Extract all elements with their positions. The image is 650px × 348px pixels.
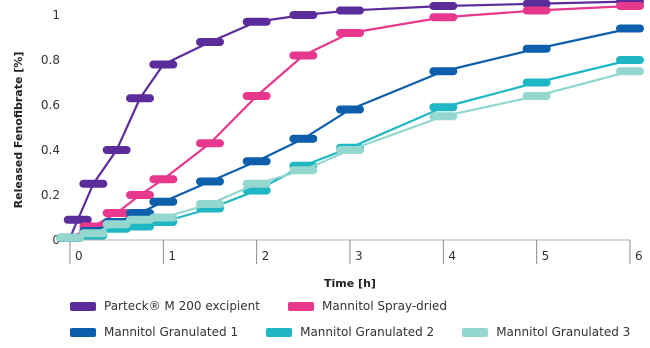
legend-swatch-parteck <box>70 301 96 311</box>
y-tick-label: 0.2 <box>41 188 60 202</box>
legend-label-granulated-2: Mannitol Granulated 2 <box>300 325 435 339</box>
legend-row-2: Mannitol Granulated 1 Mannitol Granulate… <box>0 322 650 342</box>
axes: 0 0.2 0.4 0.6 0.8 1 0 1 2 3 4 5 6 <box>41 8 643 264</box>
legend-swatch-granulated-1 <box>70 327 96 337</box>
x-tick-label: 0 <box>75 249 83 263</box>
legend-label-granulated-1: Mannitol Granulated 1 <box>104 325 239 339</box>
chart: 0 0.2 0.4 0.6 0.8 1 0 1 2 3 4 5 6 Time [h] Released … <box>12 0 644 290</box>
x-axis-title: Time [h] <box>324 277 376 290</box>
legend-label-spray-dried: Mannitol Spray-dried <box>321 299 448 313</box>
legend-swatch-spray-dried <box>287 301 314 311</box>
legend: Parteck® M 200 excipient Mannitol Spray-… <box>0 296 650 348</box>
legend-item-granulated-3: Mannitol Granulated 3 <box>462 325 630 339</box>
series-3 <box>56 24 644 242</box>
y-tick-label: 0 <box>52 233 60 247</box>
x-tick-label: 2 <box>262 249 270 263</box>
series-layer <box>56 0 644 242</box>
legend-row-1: Parteck® M 200 excipient Mannitol Spray-… <box>0 296 650 316</box>
x-tick-label: 6 <box>635 249 643 263</box>
series-2 <box>56 2 644 242</box>
legend-label-granulated-3: Mannitol Granulated 3 <box>496 325 631 339</box>
legend-swatch-granulated-3 <box>462 327 489 337</box>
y-axis-title: Released Fenofibrate [%] <box>12 52 25 209</box>
legend-item-spray-dried: Mannitol Spray-dried <box>287 299 448 313</box>
x-tick-label: 5 <box>542 249 550 263</box>
legend-item-granulated-1: Mannitol Granulated 1 <box>70 325 238 339</box>
legend-swatch-granulated-2 <box>266 327 293 337</box>
x-tick-label: 3 <box>355 249 363 263</box>
series-5 <box>56 67 644 242</box>
x-tick-label: 4 <box>448 249 456 263</box>
legend-item-parteck: Parteck® M 200 excipient <box>70 299 260 313</box>
legend-label-parteck: Parteck® M 200 excipient <box>104 299 260 313</box>
x-tick-label: 1 <box>168 249 176 263</box>
y-tick-label: 0.4 <box>41 143 60 157</box>
y-tick-label: 1 <box>52 8 60 22</box>
y-tick-label: 0.8 <box>41 53 60 67</box>
legend-item-granulated-2: Mannitol Granulated 2 <box>266 325 434 339</box>
series-4 <box>56 56 644 242</box>
y-tick-label: 0.6 <box>41 98 60 112</box>
series-line <box>69 27 631 239</box>
series-1 <box>56 0 644 242</box>
